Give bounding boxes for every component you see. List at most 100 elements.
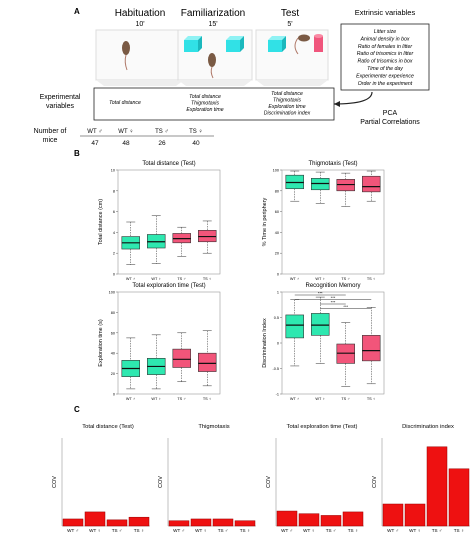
x-tick-label: WT ♂	[290, 277, 300, 281]
cov-bar-chart: Discrimination index COV WT ♂ WT ♀ TS ♂ TS ♀	[372, 424, 470, 533]
object-cube-icon	[184, 36, 202, 52]
chart-title: Total distance (Test)	[82, 424, 134, 430]
plot-frame	[117, 169, 221, 275]
y-tick-label: 0	[277, 273, 279, 277]
experimental-variable: Discrimination index	[264, 111, 311, 117]
x-tick-label: TS ♂	[432, 528, 443, 533]
plot-frame	[117, 291, 221, 395]
stage-habituation-time: 10'	[135, 21, 144, 28]
y-tick-label: 10	[111, 169, 115, 173]
cov-bar	[404, 503, 426, 527]
arena-familiarization	[177, 29, 253, 86]
y-tick-label: 60	[275, 210, 279, 214]
mice-group-label: WT ♂	[87, 129, 102, 135]
cov-bar	[320, 515, 342, 527]
box-iqr	[362, 175, 381, 193]
chart-title: Total exploration time (Test)	[132, 283, 205, 289]
y-tick-label: 80	[111, 311, 115, 315]
x-tick-label: TS ♀	[134, 528, 145, 533]
cov-bar	[298, 513, 320, 527]
y-tick-label: 0	[277, 342, 279, 346]
mice-group-label: TS ♀	[189, 129, 203, 135]
panel-c-label: C	[74, 405, 80, 414]
extrinsic-item: Ratio of trisomics in litter	[357, 51, 414, 57]
x-tick-label: WT ♀	[151, 397, 161, 401]
mouse-icon	[294, 34, 310, 55]
stage-test-title: Test	[281, 8, 300, 19]
pca-label: PCA	[383, 110, 398, 117]
mice-group-label: WT ♀	[118, 129, 133, 135]
x-tick-label: WT ♂	[387, 528, 399, 533]
x-tick-label: WT ♂	[290, 397, 300, 401]
significance-label: ***	[331, 295, 336, 300]
x-tick-label: WT ♀	[315, 277, 325, 281]
cov-bar-chart: Total exploration time (Test) COV WT ♂ WT ♀…	[266, 424, 364, 533]
cov-bar	[426, 446, 448, 527]
significance-label: ***	[343, 304, 348, 309]
chart-title: Total exploration time (Test)	[287, 424, 358, 430]
y-tick-label: 20	[111, 372, 115, 376]
y-tick-label: 100	[273, 169, 279, 173]
significance-label: ***	[318, 291, 323, 296]
cov-bar	[382, 503, 404, 527]
cov-bar	[128, 516, 150, 527]
y-tick-label: 100	[109, 291, 115, 295]
x-tick-label: WT ♀	[151, 277, 161, 281]
y-axis-label: COV	[158, 476, 164, 488]
mice-count-table: WT ♂ 47 WT ♀ 48 TS ♂ 26 TS ♀ 40	[80, 129, 214, 147]
cov-bar	[212, 518, 234, 527]
x-tick-label: TS ♀	[240, 528, 251, 533]
y-axis-label: % Time in periphery	[262, 197, 268, 246]
cov-bar	[106, 519, 128, 527]
pca-arrowhead	[334, 101, 340, 107]
x-tick-label: TS ♂	[326, 528, 337, 533]
extrinsic-item: Litter size	[374, 29, 396, 35]
object-cube-icon	[268, 36, 286, 52]
y-tick-label: 0	[113, 393, 115, 397]
cov-bar	[168, 520, 190, 527]
y-tick-label: 6	[113, 210, 115, 214]
experimental-variables-label: Experimental	[40, 94, 81, 101]
chart-title: Thigmotaxis (Test)	[308, 161, 357, 167]
boxplot-chart: Total exploration time (Test) Exploration…	[98, 283, 221, 401]
box-iqr	[362, 335, 381, 362]
box-iqr	[285, 314, 304, 339]
experimental-variable: Total distance	[271, 91, 303, 97]
experimental-variable: Thigmotaxis	[273, 98, 301, 104]
arena-habituation	[95, 29, 185, 86]
extrinsic-variables-box	[340, 23, 430, 91]
box-iqr	[172, 348, 191, 368]
panel-b-boxplots: Total distance (Test) Total distance (cm)…	[98, 161, 385, 401]
y-tick-label: 2	[113, 252, 115, 256]
x-tick-label: WT ♂	[67, 528, 79, 533]
x-tick-label: WT ♀	[195, 528, 207, 533]
x-tick-label: TS ♂	[177, 397, 186, 401]
extrinsic-item: Ratio of females in litter	[358, 44, 412, 50]
y-axis-label: Exploration time (s)	[98, 319, 104, 367]
arena-test	[255, 29, 329, 86]
significance-label: ***	[331, 300, 336, 305]
chart-title: Discrimination index	[402, 424, 454, 430]
cov-bar-chart: Thigmotaxis COV WT ♂ WT ♀ TS ♂ TS ♀	[158, 424, 256, 533]
boxplot-chart: Thigmotaxis (Test) % Time in periphery 0 20…	[262, 161, 385, 281]
x-tick-label: TS ♀	[367, 397, 376, 401]
extrinsic-item: Time of the day	[367, 66, 403, 72]
x-tick-label: TS ♀	[203, 277, 212, 281]
stage-test-time: 5'	[287, 21, 292, 28]
cov-bar	[342, 511, 364, 527]
y-tick-label: 8	[113, 189, 115, 193]
y-tick-label: 80	[275, 189, 279, 193]
extrinsic-item: Ratio of trisomics in box	[357, 59, 412, 65]
extrinsic-item: Experimenter experience	[356, 73, 414, 79]
stage-familiarization-time: 15'	[208, 21, 217, 28]
x-tick-label: WT ♀	[303, 528, 315, 533]
x-tick-label: TS ♀	[348, 528, 359, 533]
y-tick-label: 60	[111, 331, 115, 335]
mice-count: 47	[91, 140, 99, 147]
stage-habituation-title: Habituation	[115, 8, 166, 19]
object-cube-icon	[226, 36, 244, 52]
experimental-variable: Thigmotaxis	[191, 101, 219, 107]
cov-bar	[190, 518, 212, 527]
experimental-variables-box	[93, 87, 335, 121]
